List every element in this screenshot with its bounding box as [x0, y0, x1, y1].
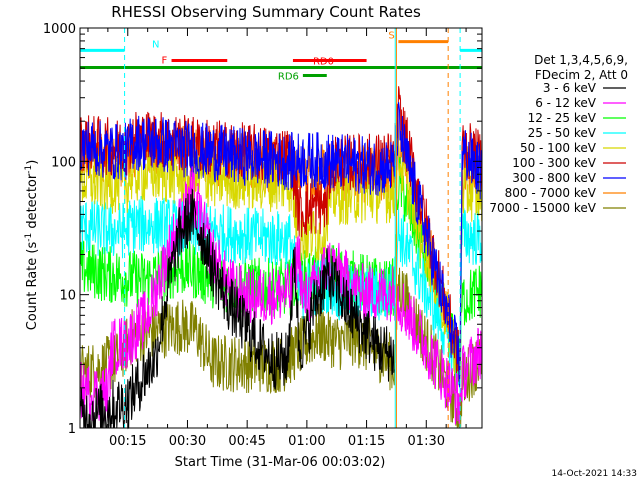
x-tick-label-1: 00:30 [169, 434, 206, 449]
plot-content [79, 86, 483, 430]
legend-header-1: Det 1,3,4,5,6,9, [534, 53, 628, 67]
legend-label-0: 3 - 6 keV [543, 81, 597, 95]
axes-layer: 00:15 00:30 00:45 01:00 01:15 01:30 1 10 100 1000 [43, 22, 482, 449]
series-line-8 [79, 188, 395, 430]
legend-label-3: 25 - 50 keV [528, 126, 597, 140]
legend-label-1: 6 - 12 keV [535, 96, 597, 110]
legend-header-2: FDecim 2, Att 0 [535, 68, 628, 82]
chart-title: RHESSI Observing Summary Count Rates [111, 3, 421, 21]
y-tick-label-1: 10 [59, 289, 76, 304]
series-line-6 [79, 102, 483, 388]
x-tick-label-2: 00:45 [228, 434, 265, 449]
x-tick-label-3: 01:00 [288, 434, 325, 449]
flag-label-0: N [152, 39, 159, 50]
x-tick-label-4: 01:15 [348, 434, 385, 449]
legend-label-7: 800 - 7000 keV [505, 186, 597, 200]
y-axis-label: Count Rate (s-1 detector-1) [24, 160, 40, 331]
legend-label-6: 300 - 800 keV [512, 171, 596, 185]
series-line-7 [79, 166, 483, 425]
flag-label-4: RD0 [313, 57, 334, 68]
vlines-layer [124, 28, 461, 428]
legend-label-4: 50 - 100 keV [520, 141, 597, 155]
flags-layer: NF S RD0 RD6 [80, 31, 482, 83]
x-axis-label: Start Time (31-Mar-06 00:03:02) [175, 455, 386, 470]
series-line-3 [79, 195, 483, 389]
flag-label-1: F [162, 56, 168, 67]
legend-label-2: 12 - 25 keV [528, 111, 597, 125]
plot-frame [79, 27, 483, 429]
legend: Det 1,3,4,5,6,9, FDecim 2, Att 0 3 - 6 k… [489, 53, 628, 215]
y-tick-label-2: 100 [51, 155, 76, 170]
flag-label-6: RD6 [278, 72, 299, 83]
legend-label-8: 7000 - 15000 keV [489, 201, 596, 215]
x-tick-label-0: 00:15 [109, 434, 146, 449]
y-tick-label-0: 1 [68, 422, 76, 437]
x-tick-label-5: 01:30 [408, 434, 445, 449]
timestamp: 14-Oct-2021 14:33 [552, 469, 637, 479]
y-tick-label-3: 1000 [43, 22, 76, 37]
flag-label-2: S [388, 31, 394, 42]
legend-label-5: 100 - 300 keV [512, 156, 596, 170]
